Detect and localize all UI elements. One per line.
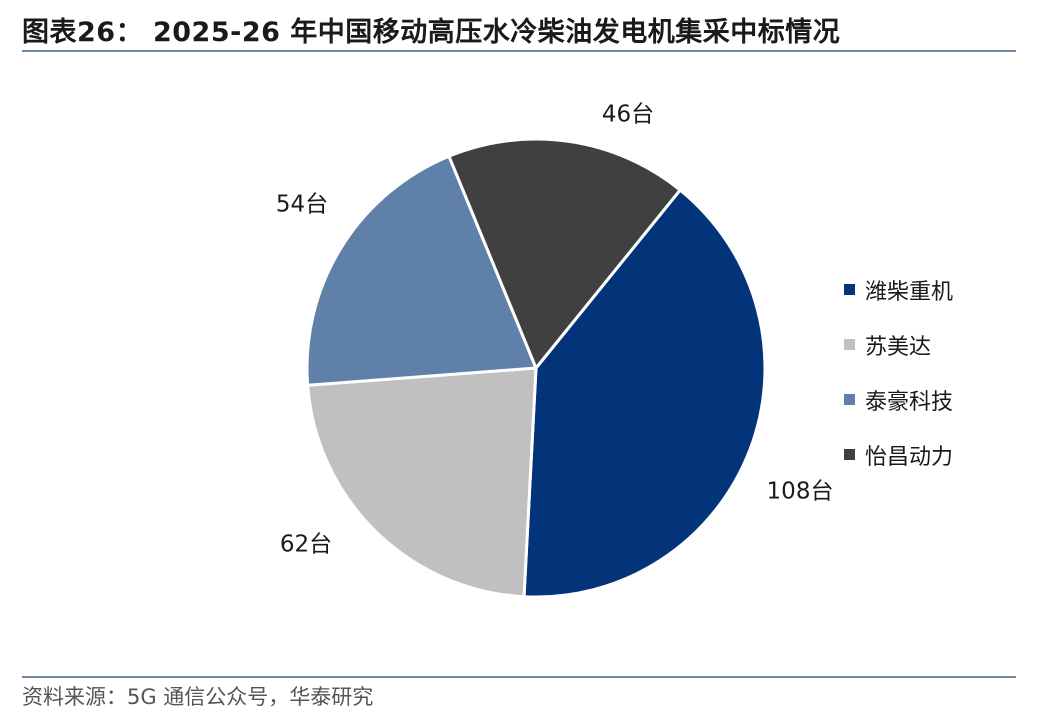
legend-label: 潍柴重机 — [865, 279, 954, 305]
pie-slice — [305, 154, 538, 387]
legend-item: 潍柴重机 — [844, 262, 953, 317]
chart-title: 图表26： 2025-26 年中国移动高压水冷柴油发电机集采中标情况 — [22, 17, 841, 48]
legend-swatch — [844, 394, 855, 405]
legend-label: 泰豪科技 — [865, 389, 954, 415]
pie-slice — [306, 366, 538, 599]
title-divider — [22, 50, 1016, 52]
source-note: 资料来源：5G 通信公众号，华泰研究 — [22, 685, 374, 709]
legend-label: 苏美达 — [865, 334, 932, 360]
legend-swatch — [844, 449, 855, 460]
pie-slice — [522, 188, 767, 599]
legend-swatch — [844, 284, 855, 295]
pie-slice — [447, 137, 682, 370]
legend-item: 怡昌动力 — [844, 427, 953, 482]
data-label: 54台 — [276, 192, 328, 218]
data-label: 62台 — [280, 532, 332, 558]
data-label: 108台 — [767, 479, 834, 505]
legend-item: 苏美达 — [844, 317, 953, 372]
footer-divider — [22, 676, 1016, 678]
legend-item: 泰豪科技 — [844, 372, 953, 427]
legend-swatch — [844, 339, 855, 350]
data-label: 46台 — [602, 102, 654, 128]
legend-label: 怡昌动力 — [865, 444, 954, 470]
chart-legend: 潍柴重机 苏美达 泰豪科技 怡昌动力 — [844, 262, 953, 482]
